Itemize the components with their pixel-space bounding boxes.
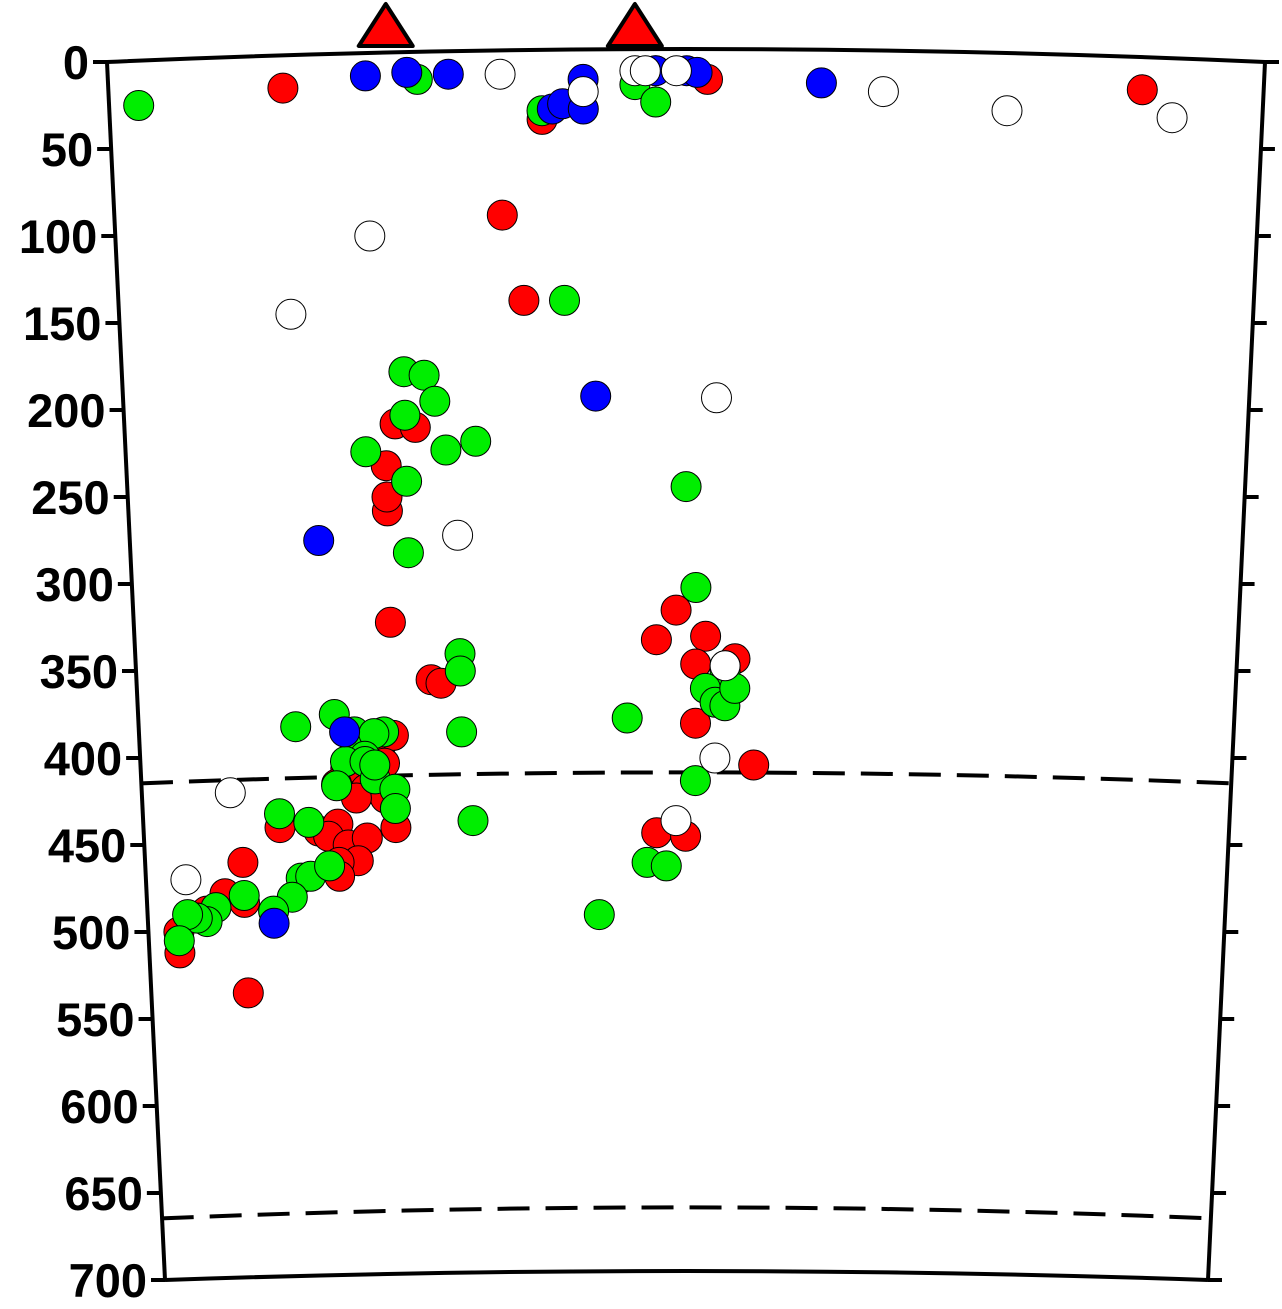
data-point bbox=[329, 716, 361, 748]
data-point bbox=[391, 56, 423, 88]
data-point bbox=[280, 711, 312, 743]
data-point bbox=[314, 850, 346, 882]
data-point bbox=[419, 385, 451, 417]
data-point bbox=[701, 382, 732, 414]
volcano-triangle-icon bbox=[605, 2, 664, 48]
data-point bbox=[228, 880, 260, 911]
reference-line-660 bbox=[161, 1205, 1212, 1221]
data-point bbox=[444, 655, 476, 687]
y-tick-label: 500 bbox=[52, 906, 130, 959]
data-point bbox=[391, 465, 423, 497]
data-point bbox=[650, 850, 682, 882]
data-point bbox=[446, 716, 478, 748]
data-point bbox=[123, 90, 155, 121]
y-tick-label: 550 bbox=[56, 993, 134, 1046]
data-point bbox=[679, 765, 711, 797]
y-tick-label: 0 bbox=[63, 36, 89, 89]
data-point bbox=[611, 702, 643, 734]
data-point bbox=[680, 572, 712, 603]
data-point bbox=[660, 594, 692, 626]
data-point bbox=[508, 284, 540, 316]
data-point bbox=[214, 777, 246, 809]
data-point bbox=[275, 298, 307, 330]
data-point bbox=[670, 471, 702, 503]
data-point bbox=[738, 749, 770, 781]
y-tick-label: 600 bbox=[60, 1080, 138, 1133]
data-point bbox=[389, 399, 421, 431]
data-point bbox=[991, 95, 1023, 127]
data-point bbox=[640, 624, 672, 656]
data-point bbox=[486, 199, 518, 231]
data-point bbox=[303, 525, 335, 556]
data-point bbox=[805, 67, 837, 99]
data-point bbox=[432, 58, 464, 90]
y-tick-label: 700 bbox=[69, 1254, 147, 1307]
data-point bbox=[408, 359, 440, 391]
data-point bbox=[867, 76, 899, 108]
data-point bbox=[549, 284, 580, 316]
data-point bbox=[1156, 102, 1188, 134]
data-point bbox=[580, 380, 612, 412]
data-point bbox=[172, 899, 204, 931]
plot-bottom-border bbox=[164, 1269, 1209, 1282]
data-point bbox=[227, 846, 259, 878]
plot-frame bbox=[93, 47, 1279, 1282]
data-point bbox=[567, 76, 599, 108]
data-point bbox=[258, 907, 290, 939]
data-point bbox=[709, 650, 741, 682]
data-point bbox=[484, 58, 516, 90]
data-point bbox=[457, 805, 489, 837]
y-tick-label: 200 bbox=[27, 384, 105, 437]
data-point bbox=[660, 805, 692, 837]
data-point bbox=[163, 925, 195, 957]
data-point bbox=[267, 72, 299, 104]
y-tick-label: 150 bbox=[23, 297, 101, 350]
y-tick-label: 350 bbox=[40, 645, 118, 698]
y-tick-label: 400 bbox=[44, 732, 122, 785]
data-point bbox=[232, 977, 264, 1009]
data-point bbox=[359, 749, 391, 781]
data-point bbox=[460, 425, 492, 457]
data-point bbox=[442, 519, 474, 551]
data-point bbox=[1126, 74, 1158, 106]
data-point bbox=[379, 793, 411, 824]
data-point bbox=[321, 770, 353, 802]
data-point bbox=[430, 434, 462, 466]
data-point bbox=[374, 606, 406, 638]
data-point bbox=[629, 55, 661, 87]
data-point bbox=[680, 707, 711, 739]
data-point bbox=[583, 899, 615, 931]
data-point bbox=[170, 864, 202, 896]
y-tick-label: 650 bbox=[64, 1167, 142, 1220]
data-point bbox=[690, 620, 722, 652]
data-point bbox=[354, 220, 386, 252]
data-points bbox=[123, 55, 1188, 1009]
volcano-markers bbox=[356, 2, 664, 48]
data-point bbox=[699, 742, 731, 774]
volcano-triangle-icon bbox=[356, 2, 415, 48]
data-point bbox=[392, 537, 424, 569]
y-tick-label: 250 bbox=[31, 471, 109, 524]
data-point bbox=[264, 798, 295, 830]
y-tick-label: 300 bbox=[35, 558, 113, 611]
y-tick-labels: 0 50 100 150 200 250 300 350 400 450 500 550 600 650 7… bbox=[19, 36, 147, 1307]
data-point bbox=[293, 806, 325, 838]
data-point bbox=[349, 60, 381, 92]
y-tick-label: 50 bbox=[41, 123, 93, 176]
plot-top-border bbox=[106, 47, 1266, 64]
data-point bbox=[640, 86, 672, 118]
data-point bbox=[660, 55, 692, 87]
data-point bbox=[350, 436, 382, 468]
y-tick-label: 450 bbox=[48, 819, 126, 872]
y-tick-label: 100 bbox=[19, 210, 97, 263]
